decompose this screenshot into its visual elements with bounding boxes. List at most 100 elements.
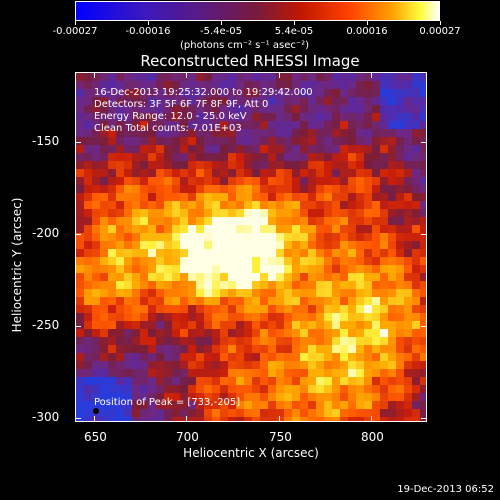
heatmap-cell (132, 185, 140, 193)
heatmap-cell (340, 233, 348, 241)
heatmap-cell (188, 249, 196, 257)
heatmap-cell (92, 265, 100, 273)
heatmap-cell (164, 393, 172, 401)
heatmap-cell (268, 137, 276, 145)
heatmap-cell (140, 193, 148, 201)
heatmap-cell (164, 297, 172, 305)
heatmap-cell (156, 361, 164, 369)
heatmap-cell (396, 369, 404, 377)
heatmap-cell (316, 105, 324, 113)
heatmap-cell (132, 113, 140, 121)
heatmap-cell (364, 401, 372, 409)
heatmap-cell (372, 321, 380, 329)
heatmap-cell (284, 353, 292, 361)
heatmap-cell (388, 345, 396, 353)
heatmap-cell (84, 185, 92, 193)
colorbar-tick-label: -0.00016 (125, 26, 171, 37)
heatmap-cell (124, 249, 132, 257)
heatmap-cell (300, 217, 308, 225)
heatmap-cell (380, 273, 388, 281)
heatmap-cell (220, 281, 228, 289)
heatmap-cell (164, 289, 172, 297)
heatmap-cell (300, 105, 308, 113)
heatmap-cell (212, 289, 220, 297)
heatmap-cell (76, 177, 84, 185)
heatmap-cell (332, 241, 340, 249)
heatmap-cell (124, 233, 132, 241)
heatmap-cell (196, 217, 204, 225)
heatmap-cell (348, 153, 356, 161)
heatmap-cell (212, 193, 220, 201)
heatmap-cell (380, 377, 388, 385)
heatmap-cell (76, 305, 84, 313)
heatmap-cell (260, 377, 268, 385)
heatmap-cell (204, 81, 212, 89)
heatmap-cell (156, 265, 164, 273)
heatmap-cell (156, 393, 164, 401)
heatmap-cell (300, 73, 308, 81)
heatmap-cell (236, 337, 244, 345)
heatmap-cell (124, 185, 132, 193)
heatmap-cell (100, 353, 108, 361)
heatmap-cell (228, 73, 236, 81)
heatmap-cell (124, 409, 132, 417)
heatmap-cell (244, 337, 252, 345)
heatmap-cell (412, 201, 420, 209)
heatmap-cell (324, 201, 332, 209)
heatmap-cell (76, 289, 84, 297)
heatmap-cell (276, 265, 284, 273)
heatmap-cell (164, 329, 172, 337)
heatmap-cell (236, 209, 244, 217)
heatmap-cell (212, 409, 220, 417)
heatmap-cell (204, 345, 212, 353)
heatmap-cell (188, 313, 196, 321)
heatmap-cell (84, 417, 92, 421)
heatmap-cell (124, 313, 132, 321)
y-tick-label: -150 (32, 134, 60, 148)
heatmap-cell (340, 137, 348, 145)
heatmap-cell (188, 145, 196, 153)
heatmap-cell (252, 409, 260, 417)
heatmap-cell (252, 377, 260, 385)
heatmap-cell (300, 305, 308, 313)
heatmap-cell (164, 81, 172, 89)
heatmap-cell (132, 273, 140, 281)
heatmap-cell (92, 297, 100, 305)
heatmap-cell (212, 329, 220, 337)
heatmap-cell (300, 161, 308, 169)
heatmap-cell (228, 265, 236, 273)
heatmap-cell (260, 217, 268, 225)
heatmap-cell (404, 305, 412, 313)
heatmap-cell (356, 353, 364, 361)
heatmap-cell (76, 97, 84, 105)
heatmap-cell (332, 329, 340, 337)
heatmap-cell (284, 137, 292, 145)
heatmap-cell (292, 305, 300, 313)
heatmap-cell (324, 329, 332, 337)
heatmap-cell (76, 129, 84, 137)
heatmap-cell (412, 129, 420, 137)
heatmap-cell (172, 377, 180, 385)
heatmap-cell (164, 145, 172, 153)
heatmap-cell (396, 161, 404, 169)
heatmap-cell (116, 249, 124, 257)
heatmap-cell (108, 169, 116, 177)
heatmap-cell (404, 281, 412, 289)
heatmap-cell (132, 121, 140, 129)
heatmap-cell (196, 73, 204, 81)
heatmap-cell (92, 169, 100, 177)
heatmap-cell (84, 281, 92, 289)
heatmap-cell (284, 337, 292, 345)
heatmap-cell (292, 409, 300, 417)
heatmap-cell (308, 353, 316, 361)
heatmap-cell (412, 233, 420, 241)
heatmap-cell (220, 169, 228, 177)
heatmap-cell (324, 137, 332, 145)
heatmap-cell (316, 233, 324, 241)
heatmap-cell (316, 153, 324, 161)
heatmap-cell (140, 137, 148, 145)
heatmap-cell (380, 305, 388, 313)
heatmap-cell (364, 89, 372, 97)
heatmap-cell (364, 129, 372, 137)
heatmap-cell (348, 345, 356, 353)
